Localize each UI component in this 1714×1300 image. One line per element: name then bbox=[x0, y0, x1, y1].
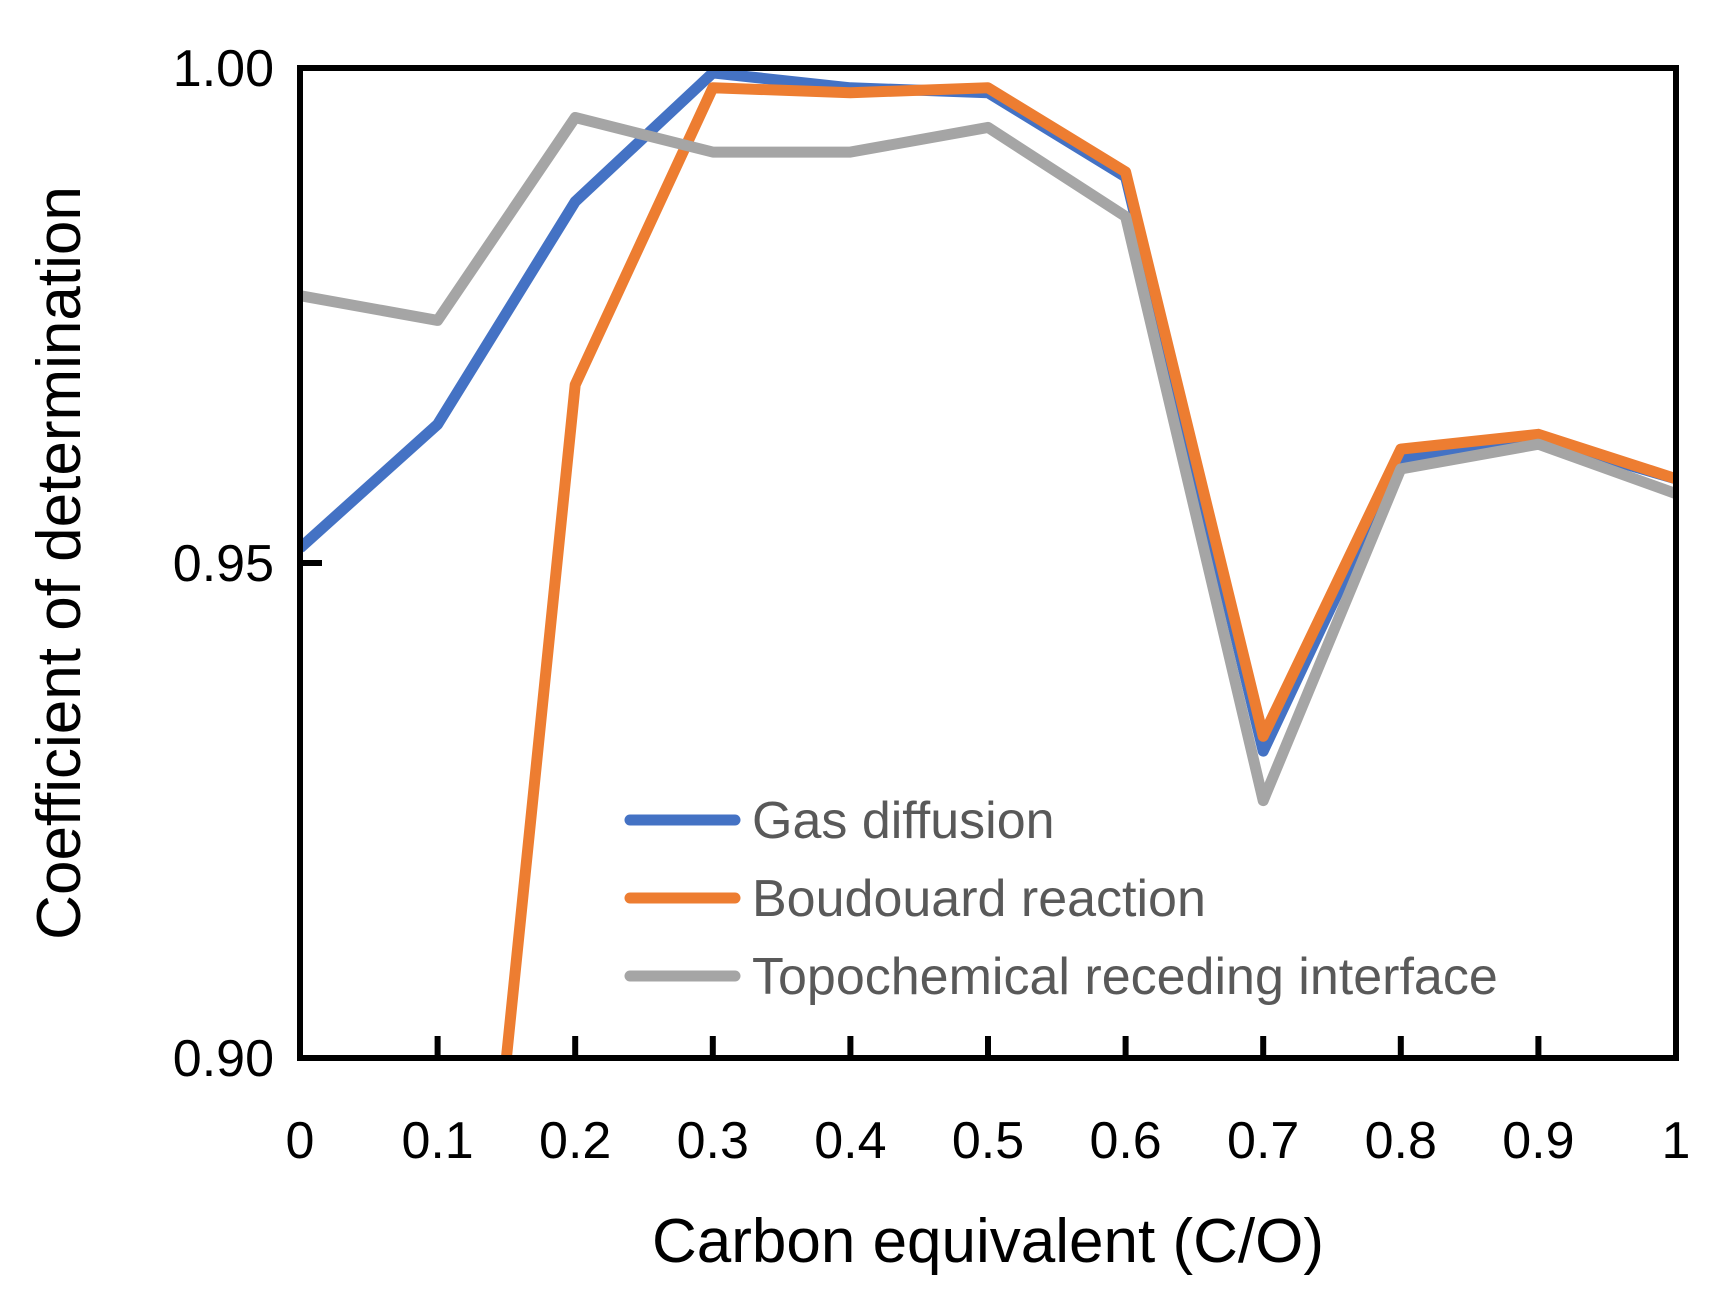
y-tick-label: 0.95 bbox=[173, 535, 274, 593]
tick-label-layer: 0 0.1 0.2 0.3 0.4 0.5 0.6 0.7 0.8 0.9 1 1.00 0.95 0.9… bbox=[173, 40, 1691, 1170]
series-line-3 bbox=[300, 112, 1676, 807]
x-tick-label: 0.1 bbox=[401, 1112, 473, 1170]
x-tick-label: 0.4 bbox=[814, 1112, 886, 1170]
series-layer bbox=[300, 68, 1676, 1058]
x-tick-label: 0.2 bbox=[539, 1112, 611, 1170]
series-line-1 bbox=[300, 68, 1676, 757]
legend-label-3: Topochemical receding interface bbox=[752, 948, 1498, 1006]
x-tick-label: 0.3 bbox=[677, 1112, 749, 1170]
x-tick-label: 1 bbox=[1662, 1112, 1691, 1170]
series-line-2 bbox=[500, 82, 1676, 1058]
x-tick-label: 0 bbox=[286, 1112, 315, 1170]
legend-label-1: Gas diffusion bbox=[752, 792, 1055, 850]
x-tick-label: 0.7 bbox=[1227, 1112, 1299, 1170]
y-axis-title: Coefficient of determination bbox=[25, 186, 94, 940]
legend: Gas diffusion Boudouard reaction Topochemi… bbox=[624, 792, 1498, 1006]
x-axis-title: Carbon equivalent (C/O) bbox=[652, 1207, 1324, 1276]
x-tick-label: 0.6 bbox=[1089, 1112, 1161, 1170]
x-tick-label: 0.5 bbox=[952, 1112, 1024, 1170]
legend-label-2: Boudouard reaction bbox=[752, 870, 1206, 928]
y-tick-label: 1.00 bbox=[173, 40, 274, 98]
x-tick-label: 0.8 bbox=[1365, 1112, 1437, 1170]
y-tick-label: 0.90 bbox=[173, 1030, 274, 1088]
x-tick-label: 0.9 bbox=[1502, 1112, 1574, 1170]
tick-layer bbox=[297, 65, 1679, 1061]
